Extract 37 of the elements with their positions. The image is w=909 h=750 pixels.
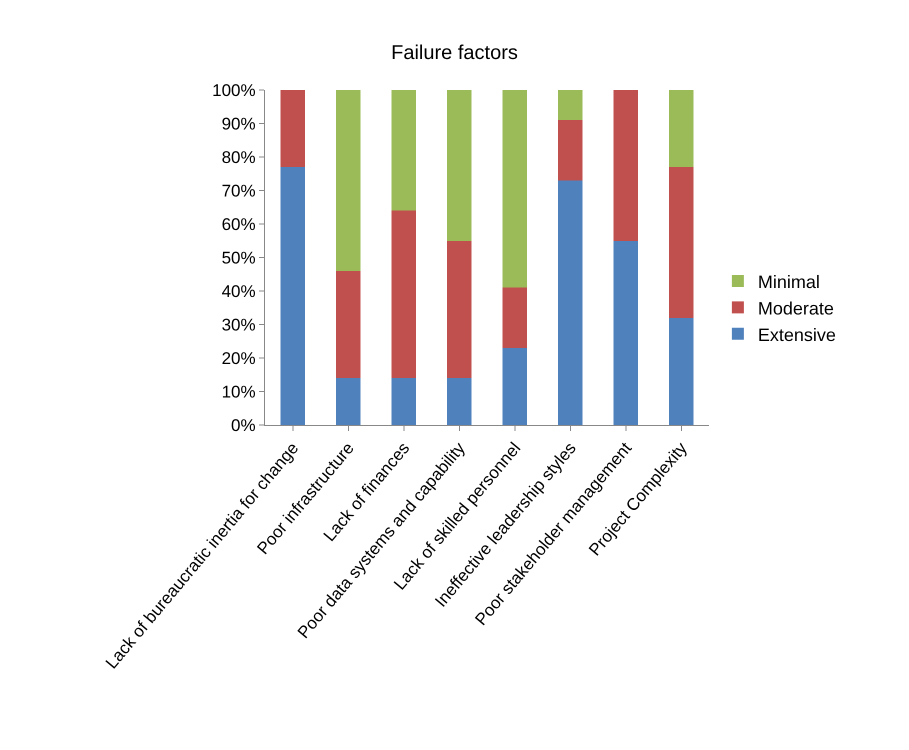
bar: [558, 90, 583, 120]
bar: [336, 90, 361, 271]
legend-label: Minimal: [758, 272, 820, 292]
legend-label: Moderate: [758, 298, 834, 318]
bar: [668, 167, 694, 318]
bar: [668, 90, 694, 168]
y-tick-label: 100%: [212, 80, 256, 100]
y-tick-label: 70%: [222, 181, 256, 200]
bar: [446, 90, 472, 241]
bar: [336, 270, 361, 378]
y-tick-label: 0%: [231, 416, 256, 435]
bar: [558, 180, 583, 425]
bar: [391, 90, 416, 211]
y-tick-label: 30%: [222, 315, 256, 334]
y-tick-label: 80%: [222, 148, 256, 167]
bar: [446, 378, 472, 425]
bar: [446, 240, 472, 378]
bar: [613, 240, 638, 425]
bar: [558, 120, 583, 180]
bar: [613, 90, 638, 241]
bar: [336, 378, 361, 425]
bar: [280, 167, 306, 425]
bar: [668, 318, 694, 425]
y-tick-label: 20%: [222, 348, 256, 368]
bar: [502, 288, 528, 348]
legend-label: Extensive: [758, 324, 836, 345]
bar: [280, 90, 306, 168]
y-tick-label: 40%: [222, 282, 256, 301]
y-tick-label: 10%: [222, 382, 256, 402]
chart-title: Failure factors: [391, 42, 518, 64]
y-tick-label: 90%: [222, 114, 256, 134]
y-tick-label: 60%: [222, 214, 256, 234]
bar: [502, 348, 528, 425]
bar: [391, 378, 416, 425]
bar: [391, 210, 416, 378]
y-tick-label: 50%: [222, 248, 256, 268]
bar: [502, 90, 528, 288]
